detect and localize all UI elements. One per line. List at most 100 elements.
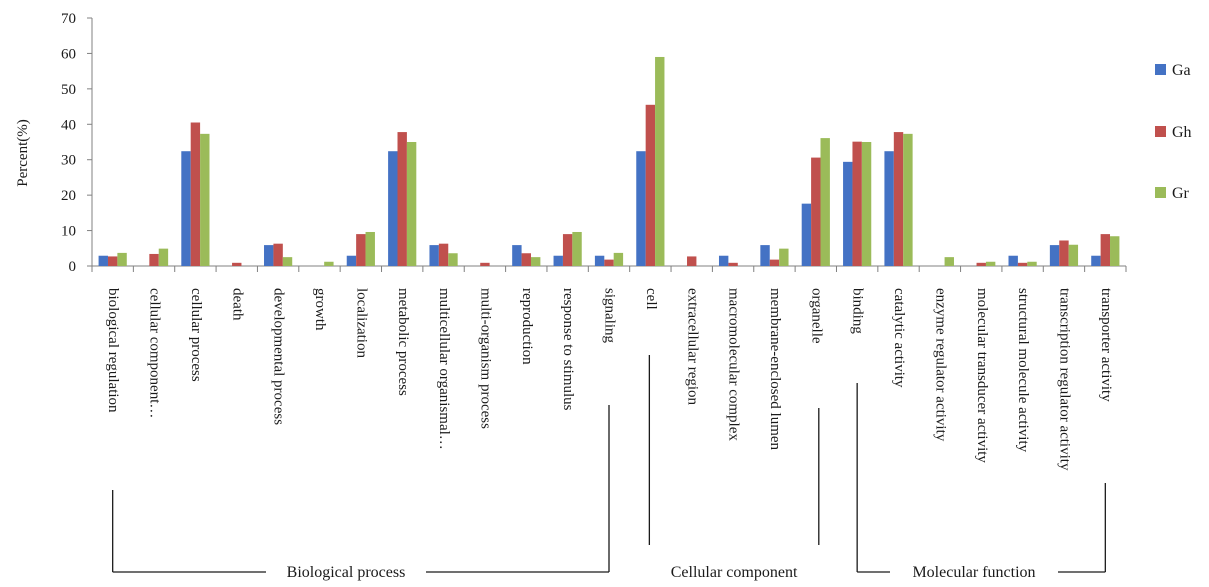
bar-gr [282, 257, 293, 266]
bar-ga [636, 151, 646, 266]
bar-gh [728, 262, 738, 266]
bar-gh [480, 262, 490, 266]
bar-gh [976, 262, 986, 266]
bar-gh [438, 243, 449, 266]
bar-gh [562, 234, 573, 266]
bar-gr [655, 56, 665, 266]
x-axis [91, 265, 1127, 272]
category-label: multi-organism process [477, 288, 493, 429]
y-tick-label: 20 [61, 188, 76, 204]
y-tick-label: 0 [69, 259, 77, 275]
category-label: extracellular region [684, 288, 700, 406]
y-tick-label: 10 [61, 224, 76, 240]
category-label: signaling [602, 288, 618, 343]
bar-gr [324, 261, 334, 266]
legend-swatch [1155, 64, 1166, 75]
bar-gr [530, 257, 541, 266]
bar-gr [572, 231, 582, 266]
category-label: structural molecule activity [1015, 288, 1031, 453]
legend-label: Gr [1172, 185, 1190, 202]
bar-gr [903, 133, 913, 266]
legend-label: Gh [1172, 124, 1192, 141]
y-axis-title: Percent(%) [15, 119, 31, 186]
bars [98, 56, 1120, 266]
bar-ga [1008, 255, 1018, 266]
category-label: enzyme regulator activity [932, 288, 948, 442]
y-tick-label: 30 [61, 153, 76, 169]
bar-gr [117, 252, 127, 266]
bar-gr [448, 253, 458, 266]
bar-gr [158, 248, 169, 266]
legend: Ga Gh Gr [1155, 62, 1192, 202]
bar-gh [397, 132, 407, 266]
group-label: Cellular component [671, 564, 798, 581]
bar-gh [149, 253, 159, 266]
bar-gh [356, 234, 366, 266]
category-label: organelle [808, 288, 824, 344]
bar-gr [944, 257, 954, 266]
category-label: molecular transducer activity [974, 288, 990, 463]
bar-gr [613, 252, 624, 266]
category-label: transporter activity [1098, 288, 1114, 402]
bar-ga [512, 245, 522, 266]
category-label: catalytic activity [891, 288, 907, 388]
bar-gr [779, 248, 789, 266]
legend-swatch [1155, 187, 1166, 198]
bar-gh [273, 243, 283, 266]
group-label: Biological process [287, 564, 406, 581]
bar-ga [553, 255, 563, 266]
bar-ga [264, 245, 274, 266]
bar-gr [1068, 244, 1079, 266]
bar-gh [604, 259, 614, 266]
legend-label: Ga [1172, 62, 1191, 79]
bar-ga [801, 203, 812, 266]
category-label: macromolecular complex [726, 288, 742, 441]
bar-gr [365, 231, 375, 266]
bar-ga [760, 245, 770, 266]
group-label: Molecular function [912, 564, 1035, 581]
y-tick-label: 50 [61, 82, 76, 98]
bar-ga [594, 255, 605, 266]
bar-ga [388, 151, 398, 266]
category-label: cellular component… [147, 288, 163, 418]
bar-gr [200, 133, 210, 266]
bar-ga [718, 255, 729, 266]
bar-gr [1110, 236, 1120, 266]
bar-gr [861, 142, 872, 266]
bar-gh [521, 253, 531, 266]
bar-gh [687, 256, 697, 266]
y-tick-label: 70 [61, 11, 76, 27]
category-label: reproduction [519, 288, 535, 365]
category-label: cell [643, 288, 659, 310]
bar-gh [769, 259, 780, 266]
bar-gh [107, 256, 118, 266]
category-label: response to stimulus [560, 288, 576, 411]
category-groups: Biological process Cellular component Mole… [112, 355, 1106, 581]
category-label: biological regulation [105, 288, 121, 413]
bar-ga [843, 161, 853, 266]
category-label: multicellular organismal… [436, 288, 452, 450]
bar-gh [190, 122, 201, 266]
category-label: binding [850, 288, 866, 334]
bar-gh [811, 157, 821, 266]
bar-gh [852, 141, 862, 266]
category-label: cellular process [188, 288, 204, 382]
bar-gh [1017, 262, 1028, 266]
category-label: metabolic process [395, 288, 411, 396]
bar-ga [346, 255, 357, 266]
category-label: death [229, 288, 245, 321]
bar-ga [884, 151, 894, 266]
bar-gh [1059, 240, 1069, 266]
legend-swatch [1155, 126, 1166, 137]
bar-gr [406, 142, 417, 266]
category-label: localization [353, 288, 369, 358]
bar-gh [893, 132, 904, 266]
category-label: developmental process [271, 288, 287, 425]
bar-gh [1100, 234, 1111, 266]
bar-gr [1027, 261, 1037, 266]
bar-gr [820, 138, 830, 266]
y-axis: 0 10 20 30 40 50 60 70 [61, 11, 93, 275]
bar-ga [1049, 245, 1060, 266]
category-label: growth [312, 288, 328, 331]
